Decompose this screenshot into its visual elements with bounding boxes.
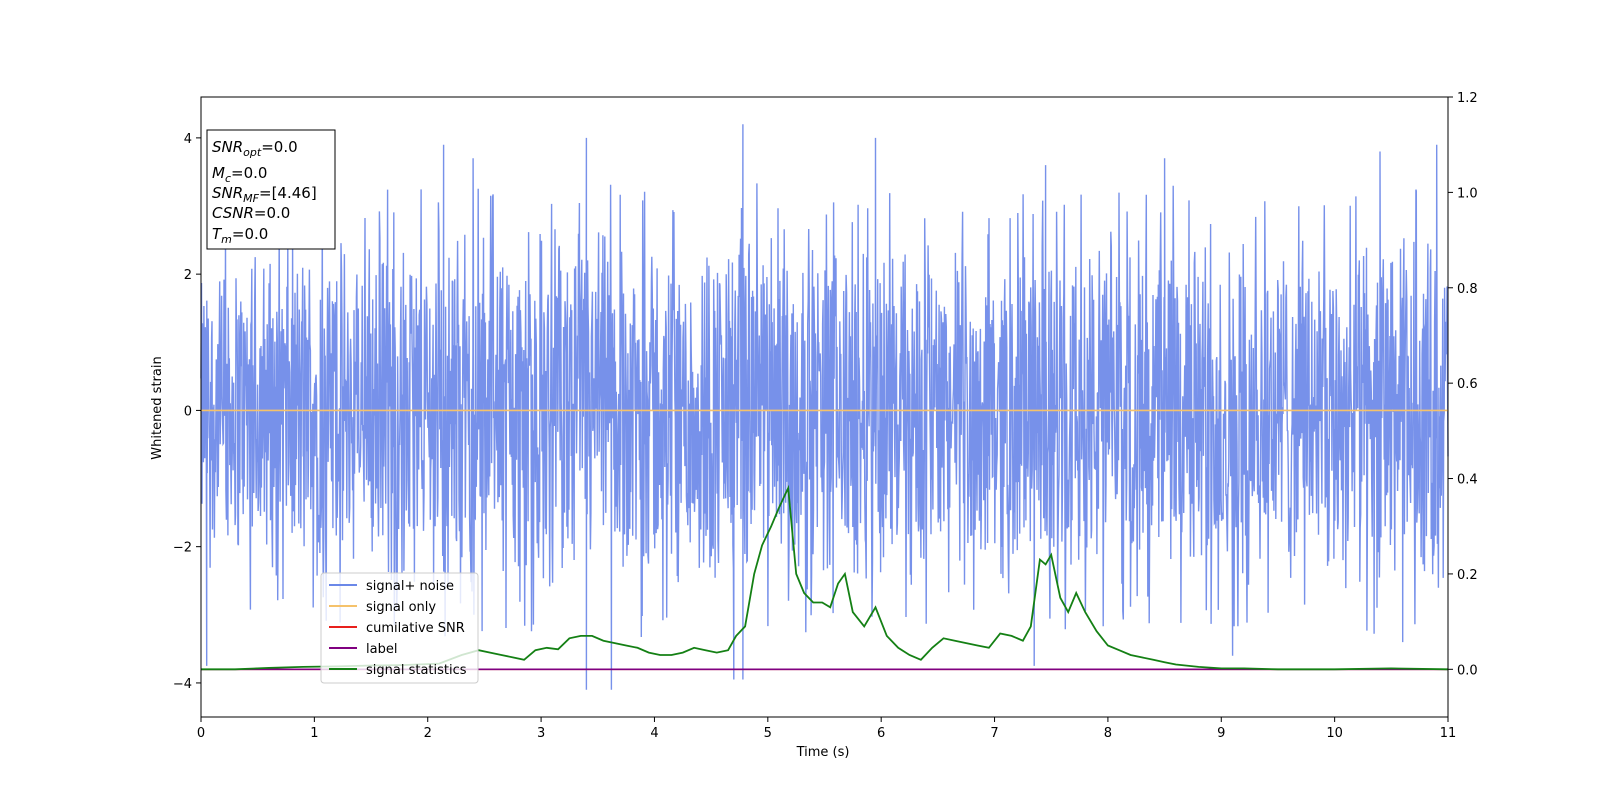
y2-tick-label: 0.6 [1457, 377, 1478, 392]
x-tick-label: 3 [537, 726, 545, 741]
y2-tick-label: 0.2 [1457, 568, 1478, 583]
x-tick-label: 10 [1326, 726, 1343, 741]
x-tick-label: 11 [1440, 726, 1457, 741]
signal-noise-line [200, 124, 1449, 690]
x-axis: 0 1 2 3 4 5 6 7 8 9 10 11 [197, 717, 1456, 741]
info-snr-mf: SNRMF=[4.46] [212, 184, 317, 205]
legend-entry-label: label [366, 642, 397, 657]
signal-statistics-line [201, 484, 1449, 671]
info-box: SNRopt=0.0 Mc=0.0 SNRMF=[4.46] CSNR=0.0 … [206, 129, 336, 250]
info-snr-opt: SNRopt=0.0 [212, 138, 298, 159]
x-tick-label: 8 [1104, 726, 1112, 741]
x-tick-label: 2 [424, 726, 432, 741]
y-tick-label: 0 [184, 404, 192, 419]
y2-tick-label: 1.0 [1457, 186, 1478, 201]
x-tick-label: 6 [877, 726, 885, 741]
y-tick-label: −4 [173, 677, 192, 692]
legend-entry-label: signal statistics [366, 663, 467, 678]
x-tick-label: 4 [650, 726, 658, 741]
legend-entry-label: signal+ noise [366, 579, 454, 594]
y-axis-right: 0.0 0.2 0.4 0.6 0.8 1.0 1.2 [1448, 91, 1478, 678]
y2-tick-label: 0.0 [1457, 663, 1478, 678]
legend-entry-label: cumilative SNR [366, 621, 465, 636]
legend-frame [320, 572, 479, 684]
info-mc: Mc=0.0 [212, 164, 267, 185]
x-tick-label: 5 [764, 726, 772, 741]
legend-entry-label: signal only [366, 600, 436, 615]
legend: signal+ noise signal only cumilative SNR la… [320, 572, 479, 684]
y2-tick-label: 1.2 [1457, 91, 1478, 106]
y2-tick-label: 0.8 [1457, 282, 1478, 297]
x-axis-label: Time (s) [796, 745, 850, 760]
x-tick-label: 0 [197, 726, 205, 741]
x-tick-label: 7 [990, 726, 998, 741]
y-axis-label: Whitened strain [150, 356, 165, 459]
x-tick-label: 9 [1217, 726, 1225, 741]
plot-area-frame [200, 96, 1449, 718]
y-tick-label: 4 [184, 132, 192, 147]
y-axis-left: −4 −2 0 2 4 [173, 132, 201, 692]
info-box-frame [206, 129, 336, 250]
y2-tick-label: 0.4 [1457, 473, 1478, 488]
y-tick-label: 2 [184, 268, 192, 283]
signal-noise-series [200, 124, 1449, 690]
info-csnr: CSNR=0.0 [212, 204, 290, 222]
y-tick-label: −2 [173, 541, 192, 556]
info-tm: Tm=0.0 [212, 225, 268, 246]
x-tick-label: 1 [310, 726, 318, 741]
